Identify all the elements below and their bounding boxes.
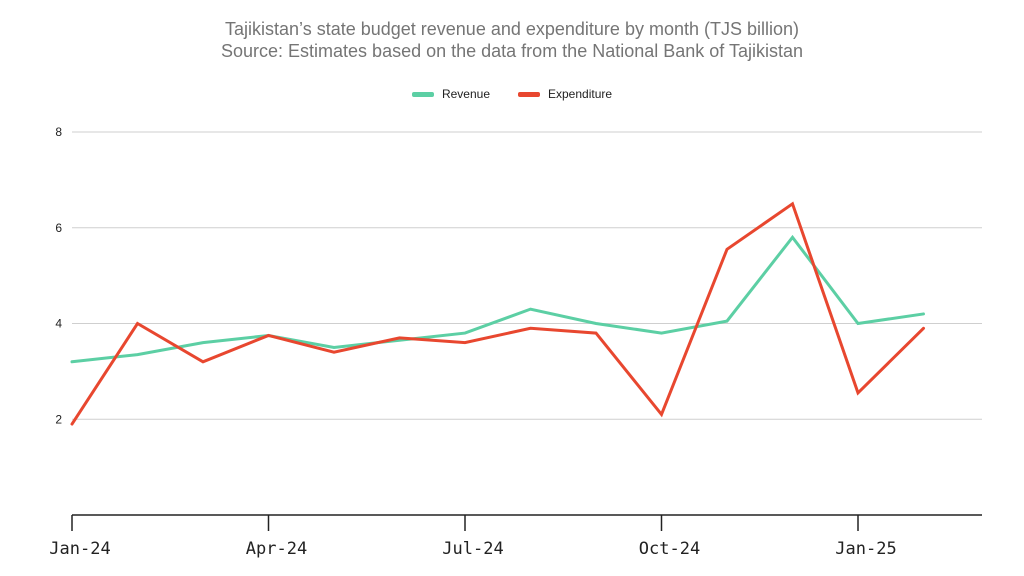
series-line-expenditure <box>70 201 925 426</box>
legend-swatch-expenditure <box>518 91 540 97</box>
legend-item-revenue[interactable]: Revenue <box>411 87 490 101</box>
x-tick-label-Jan-25: Jan-25 <box>835 539 896 559</box>
chart-title: Tajikistan’s state budget revenue and ex… <box>225 19 799 39</box>
legend-label-expenditure: Expenditure <box>548 87 613 101</box>
legend: Revenue Expenditure <box>0 87 1024 101</box>
chart-title-block: Tajikistan’s state budget revenue and ex… <box>0 18 1024 62</box>
y-tick-label-6: 6 <box>55 221 62 235</box>
x-tick-label-Oct-24: Oct-24 <box>639 539 700 559</box>
legend-item-expenditure[interactable]: Expenditure <box>518 87 612 101</box>
x-tick-label-Jul-24: Jul-24 <box>442 539 503 559</box>
legend-swatch-revenue <box>411 91 434 97</box>
y-tick-label-2: 2 <box>55 412 62 426</box>
y-tick-label-4: 4 <box>55 317 62 331</box>
chart-subtitle: Source: Estimates based on the data from… <box>221 41 803 61</box>
legend-label-revenue: Revenue <box>441 87 490 101</box>
series-line-revenue <box>70 234 925 364</box>
x-tick-label-Apr-24: Apr-24 <box>246 539 307 559</box>
x-tick-label-Jan-24: Jan-24 <box>49 539 110 559</box>
y-tick-label-8: 8 <box>55 125 62 139</box>
